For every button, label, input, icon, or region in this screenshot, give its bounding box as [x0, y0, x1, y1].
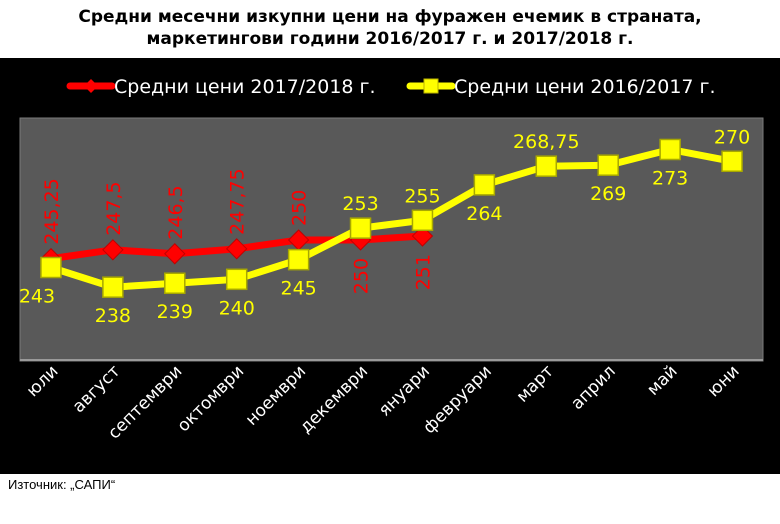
legend-square-marker — [423, 78, 439, 94]
yellow-data-label: 273 — [652, 167, 688, 189]
x-tick-label: юни — [704, 361, 744, 401]
red-data-label: 251 — [412, 254, 434, 290]
yellow-square-marker — [473, 174, 496, 196]
red-data-label: 246,5 — [165, 185, 187, 239]
yellow-data-label: 264 — [466, 203, 502, 225]
x-tick-label: януари — [375, 361, 434, 420]
yellow-square-marker — [411, 209, 434, 232]
legend-label: Средни цени 2017/2018 г. — [114, 76, 376, 98]
yellow-data-label: 269 — [590, 183, 626, 205]
red-data-label: 245,25 — [41, 178, 63, 244]
yellow-square-marker — [40, 256, 62, 279]
source-note: Източник: „САПИ“ — [8, 477, 116, 492]
red-data-label: 250 — [289, 190, 311, 226]
yellow-square-marker — [102, 276, 124, 298]
red-data-label: 247,5 — [103, 181, 125, 235]
x-tick-label: октомври — [174, 361, 249, 436]
yellow-data-label: 243 — [19, 286, 55, 308]
legend-label: Средни цени 2016/2017 г. — [454, 76, 716, 98]
yellow-data-label: 268,75 — [513, 131, 579, 153]
yellow-square-marker — [349, 217, 372, 239]
x-tick-label: март — [513, 361, 558, 406]
yellow-data-label: 255 — [404, 185, 440, 207]
red-data-label: 247,75 — [227, 168, 249, 234]
yellow-data-label: 253 — [342, 193, 378, 215]
yellow-square-marker — [287, 248, 310, 271]
yellow-square-marker — [659, 138, 681, 161]
yellow-data-label: 238 — [95, 305, 131, 327]
yellow-square-marker — [164, 272, 186, 294]
chart-title: Средни месечни изкупни цени на фуражен е… — [0, 6, 780, 50]
yellow-data-label: 240 — [219, 297, 255, 319]
x-tick-label: юли — [23, 361, 63, 401]
chart-title-line2: маркетингови години 2016/2017 г. и 2017/… — [146, 29, 634, 49]
yellow-data-label: 239 — [157, 301, 193, 323]
yellow-square-marker — [535, 155, 558, 177]
x-tick-label: август — [69, 361, 125, 417]
yellow-data-label: 245 — [280, 278, 316, 300]
yellow-square-marker — [721, 150, 743, 173]
chart-title-line1: Средни месечни изкупни цени на фуражен е… — [78, 7, 702, 27]
yellow-square-marker — [225, 268, 248, 291]
yellow-square-marker — [597, 154, 619, 176]
yellow-data-label: 270 — [714, 126, 750, 148]
red-diamond-marker — [102, 239, 124, 261]
x-tick-label: май — [643, 361, 681, 399]
red-diamond-marker — [164, 243, 186, 265]
x-tick-label: април — [567, 361, 620, 414]
legend-diamond-marker — [84, 79, 98, 93]
red-data-label: 250 — [351, 258, 373, 294]
red-diamond-marker — [226, 238, 248, 260]
